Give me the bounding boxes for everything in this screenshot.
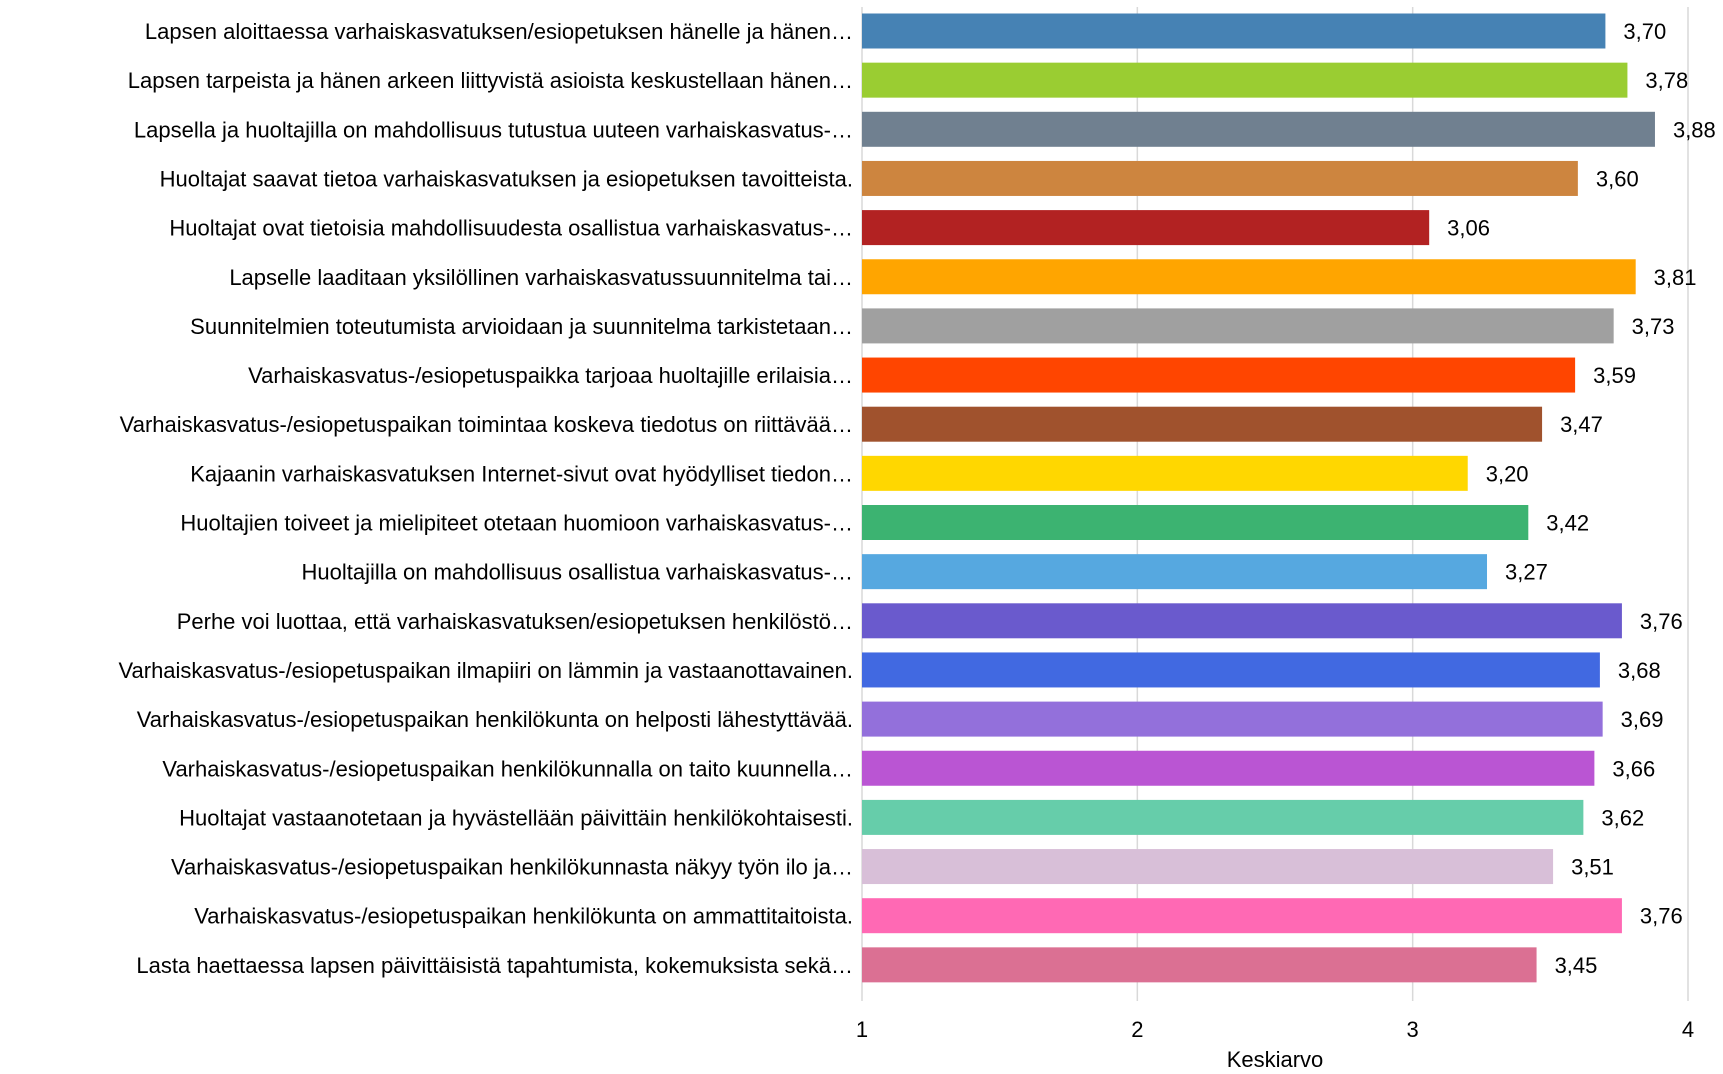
category-label-8: Varhaiskasvatus-/esiopetuspaikka tarjoaa… xyxy=(248,363,853,388)
value-label-8: 3,59 xyxy=(1593,363,1636,388)
bar-18 xyxy=(862,849,1554,885)
category-label-9: Varhaiskasvatus-/esiopetuspaikan toimint… xyxy=(120,412,853,437)
bar-2 xyxy=(862,62,1628,98)
value-label-12: 3,27 xyxy=(1505,560,1548,585)
value-label-19: 3,76 xyxy=(1640,904,1683,929)
x-tick-label-2: 2 xyxy=(1131,1017,1143,1042)
value-labels: 3,70 3,78 3,88 3,60 3,06 3,81 3,73 3,59 3,47 3,20… xyxy=(1447,19,1716,978)
bar-15 xyxy=(862,701,1603,737)
bar-16 xyxy=(862,750,1595,786)
value-label-2: 3,78 xyxy=(1645,68,1688,93)
category-label-2: Lapsen tarpeista ja hänen arkeen liittyv… xyxy=(128,68,853,93)
value-label-13: 3,76 xyxy=(1640,609,1683,634)
x-axis-title: Keskiarvo xyxy=(1227,1047,1324,1072)
category-label-3: Lapsella ja huoltajilla on mahdollisuus … xyxy=(134,117,853,142)
value-label-16: 3,66 xyxy=(1612,756,1655,781)
category-label-11: Huoltajien toiveet ja mielipiteet otetaa… xyxy=(180,511,853,536)
category-label-6: Lapselle laaditaan yksilöllinen varhaisk… xyxy=(229,265,853,290)
value-label-1: 3,70 xyxy=(1623,19,1666,44)
value-label-17: 3,62 xyxy=(1601,805,1644,830)
bar-12 xyxy=(862,554,1488,590)
bar-4 xyxy=(862,160,1578,196)
category-label-14: Varhaiskasvatus-/esiopetuspaikan ilmapii… xyxy=(118,658,853,683)
category-label-20: Lasta haettaessa lapsen päivittäisistä t… xyxy=(136,953,853,978)
bar-layer xyxy=(862,13,1655,983)
category-labels: Lapsen aloittaessa varhaiskasvatuksen/es… xyxy=(118,19,853,978)
bar-10 xyxy=(862,455,1468,491)
bar-14 xyxy=(862,652,1600,688)
value-label-5: 3,06 xyxy=(1447,216,1490,241)
bar-3 xyxy=(862,111,1655,147)
bar-6 xyxy=(862,259,1636,295)
bar-13 xyxy=(862,603,1622,639)
category-label-7: Suunnitelmien toteutumista arvioidaan ja… xyxy=(190,314,853,339)
bar-5 xyxy=(862,210,1430,246)
value-label-15: 3,69 xyxy=(1621,707,1664,732)
value-label-4: 3,60 xyxy=(1596,166,1639,191)
bar-11 xyxy=(862,505,1529,540)
category-label-18: Varhaiskasvatus-/esiopetuspaikan henkilö… xyxy=(171,855,853,880)
value-label-11: 3,42 xyxy=(1546,511,1589,536)
category-label-12: Huoltajilla on mahdollisuus osallistua v… xyxy=(302,560,853,585)
bar-7 xyxy=(862,308,1614,344)
x-tick-label-1: 1 xyxy=(856,1017,868,1042)
value-label-18: 3,51 xyxy=(1571,855,1614,880)
category-label-4: Huoltajat saavat tietoa varhaiskasvatuks… xyxy=(160,166,853,191)
x-tick-label-4: 4 xyxy=(1682,1017,1694,1042)
value-label-9: 3,47 xyxy=(1560,412,1603,437)
x-tick-label-3: 3 xyxy=(1407,1017,1419,1042)
category-label-16: Varhaiskasvatus-/esiopetuspaikan henkilö… xyxy=(162,756,853,781)
value-label-7: 3,73 xyxy=(1632,314,1675,339)
bar-8 xyxy=(862,357,1576,393)
x-tick-labels: 1 2 3 4 xyxy=(856,1017,1694,1042)
bar-19 xyxy=(862,898,1622,934)
category-label-13: Perhe voi luottaa, että varhaiskasvatuks… xyxy=(177,609,853,634)
value-label-10: 3,20 xyxy=(1486,461,1529,486)
category-label-15: Varhaiskasvatus-/esiopetuspaikan henkilö… xyxy=(137,707,853,732)
bar-9 xyxy=(862,406,1543,442)
category-label-10: Kajaanin varhaiskasvatuksen Internet-siv… xyxy=(190,461,853,486)
value-label-14: 3,68 xyxy=(1618,658,1661,683)
bar-17 xyxy=(862,799,1584,835)
category-label-17: Huoltajat vastaanotetaan ja hyvästellään… xyxy=(179,805,853,830)
category-label-19: Varhaiskasvatus-/esiopetuspaikan henkilö… xyxy=(194,904,853,929)
bar-20 xyxy=(862,947,1537,983)
value-label-20: 3,45 xyxy=(1555,953,1598,978)
category-label-5: Huoltajat ovat tietoisia mahdollisuudest… xyxy=(169,216,853,241)
value-label-3: 3,88 xyxy=(1673,117,1716,142)
category-label-1: Lapsen aloittaessa varhaiskasvatuksen/es… xyxy=(145,19,853,44)
value-label-6: 3,81 xyxy=(1654,265,1697,290)
bar-1 xyxy=(862,13,1606,49)
